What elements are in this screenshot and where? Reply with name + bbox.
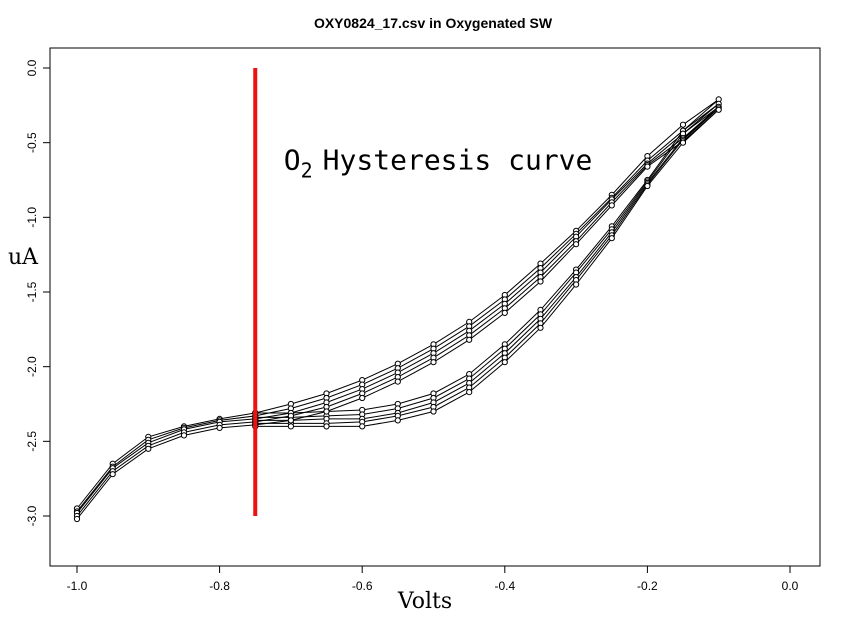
y-tick-label: -0.5 <box>25 132 39 153</box>
data-point <box>537 324 544 331</box>
data-point <box>644 182 651 190</box>
x-tick-label: -0.4 <box>494 579 515 593</box>
hysteresis-annotation: O2 Hysteresis curve <box>284 144 593 183</box>
data-point <box>679 139 687 146</box>
y-tick-label: 0.0 <box>25 59 39 76</box>
chart-title: OXY0824_17.csv in Oxygenated SW <box>314 15 553 31</box>
data-point <box>216 424 223 431</box>
data-point <box>323 423 330 430</box>
x-axis: -1.0 -0.8 -0.6 -0.4 -0.2 0.0 <box>67 566 799 593</box>
data-point <box>323 408 330 415</box>
data-point <box>430 359 437 366</box>
series-line <box>76 98 720 509</box>
y-axis: 0.0 -0.5 -1.0 -1.5 -2.0 -2.5 -3.0 <box>25 59 50 526</box>
data-point <box>466 389 473 396</box>
series-layer <box>73 96 722 523</box>
y-tick-label: -3.0 <box>25 505 39 526</box>
x-tick-label: 0.0 <box>782 579 799 593</box>
annotation-subscript: 2 <box>301 159 313 183</box>
annotation-main: O <box>284 144 301 177</box>
annotation-rest: Hysteresis curve <box>323 144 593 177</box>
series-line <box>76 109 720 520</box>
data-point <box>608 235 615 242</box>
y-tick-label: -1.5 <box>25 281 39 302</box>
data-point <box>715 106 722 113</box>
data-point <box>644 163 651 170</box>
data-point <box>573 241 580 248</box>
series-line <box>76 103 720 512</box>
x-axis-label: Volts <box>397 589 452 614</box>
data-point <box>73 515 81 523</box>
data-point <box>359 423 366 430</box>
data-point <box>466 336 473 343</box>
data-point <box>573 281 580 288</box>
data-point <box>180 432 188 439</box>
y-tick-label: -2.5 <box>25 431 39 452</box>
data-point <box>537 278 544 285</box>
data-point <box>145 445 152 452</box>
y-tick-label: -1.0 <box>25 207 39 228</box>
data-point <box>608 202 615 209</box>
data-point <box>394 378 401 385</box>
x-tick-label: -1.0 <box>67 579 88 593</box>
data-point <box>287 423 294 430</box>
x-tick-label: -0.2 <box>637 579 658 593</box>
data-point <box>501 359 508 366</box>
y-axis-label: uA <box>8 245 39 270</box>
data-point <box>679 121 687 128</box>
x-tick-label: -0.6 <box>352 579 373 593</box>
series-line <box>76 107 720 517</box>
data-point <box>501 309 508 316</box>
plot-frame <box>49 47 821 567</box>
data-point <box>359 394 366 402</box>
data-point <box>430 408 437 415</box>
data-point <box>287 417 294 424</box>
series-5 <box>73 106 722 523</box>
y-tick-label: -2.0 <box>25 356 39 377</box>
x-tick-label: -0.8 <box>209 579 230 593</box>
series-line <box>76 106 720 514</box>
data-point <box>109 471 116 478</box>
data-point <box>394 417 401 424</box>
